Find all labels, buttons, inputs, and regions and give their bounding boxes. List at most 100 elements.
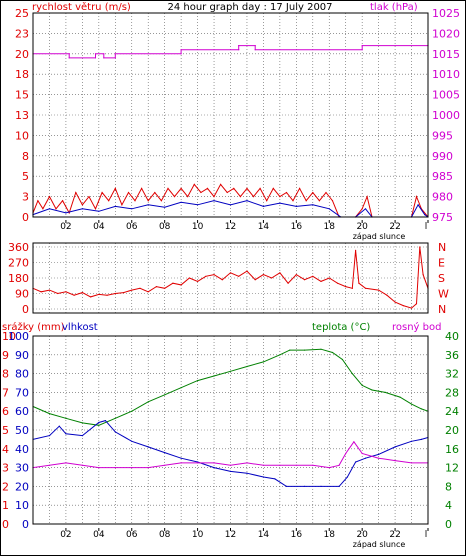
x-tick-label: 04: [93, 222, 105, 232]
series-wind-direction-point: [328, 277, 330, 279]
series-wind-direction-point: [312, 275, 314, 277]
series-wind-direction: [32, 246, 429, 309]
x-tick-label: 12: [225, 222, 236, 232]
x-tick-label: 18: [324, 222, 336, 232]
right-tick-label: 1020: [432, 27, 460, 40]
series-rychlost-v-tru---pr-m-r-point: [229, 204, 232, 206]
series-rychlost-v-tru--m-s--point: [101, 191, 103, 194]
left-tick-label: 8: [22, 150, 29, 163]
series-tlak--hpa--point: [254, 49, 256, 51]
series-wind-direction-point: [65, 291, 67, 293]
series-rychlost-v-tru---pr-m-r-point: [98, 210, 100, 212]
x-tick-label: 16: [291, 530, 303, 540]
series-tlak--hpa--point: [103, 57, 105, 59]
series-rychlost-v-tru--m-s--point: [55, 208, 57, 210]
direction-tick-label: 0: [22, 303, 29, 316]
series-rosn--bod-point: [328, 467, 330, 469]
series-tlak--hpa--point: [238, 49, 240, 51]
series-rychlost-v-tru--m-s-: [32, 183, 429, 218]
series-rosn--bod-point: [338, 464, 340, 466]
series-wind-direction-point: [345, 286, 347, 288]
temp-tick-label: 28: [445, 386, 459, 399]
humidity-label: vlhkost: [62, 322, 98, 333]
series-rychlost-v-tru--m-s--point: [154, 191, 156, 194]
series-rychlost-v-tru---pr-m-r-point: [131, 208, 133, 210]
series-teplota---c--point: [131, 410, 133, 412]
right-tick-label: 975: [432, 211, 453, 224]
left-tick-label: 13: [15, 109, 29, 122]
series-teplota---c--point: [262, 361, 264, 363]
series-rychlost-v-tru--m-s--point: [361, 208, 363, 210]
series-rychlost-v-tru--m-s--point: [200, 191, 202, 194]
series-wind-direction-point: [419, 246, 421, 248]
series-wind-direction-point: [262, 274, 264, 276]
series-rosn--bod-point: [147, 467, 149, 469]
series-rychlost-v-tru---pr-m-r-point: [213, 200, 215, 202]
series-rychlost-v-tru---pr-m-r-point: [48, 208, 51, 210]
left-tick-label: 0: [22, 211, 29, 224]
x-tick-label: l: [425, 222, 428, 232]
series-rychlost-v-tru--m-s--point: [292, 200, 294, 202]
temp-tick-label: 4: [445, 499, 452, 512]
series-vlhkost-point: [346, 476, 348, 478]
series-wind-direction-point: [205, 275, 207, 277]
panel-wind-pressure-left-ticks: 0 3 5 8 10 13 15 18 20 23 25: [15, 7, 29, 224]
series-vlhkost-point: [147, 446, 149, 448]
series-vlhkost-point: [131, 440, 133, 442]
series-wind-direction-point: [172, 282, 174, 284]
series-rychlost-v-tru---pr-m-r-point: [328, 208, 330, 210]
humidity-tick-label: 30: [15, 462, 29, 475]
series-wind-direction-point: [147, 291, 149, 293]
series-wind-direction-point: [386, 294, 388, 296]
series-rosn--bod-point: [164, 464, 166, 466]
x-tick-label: 22: [389, 530, 400, 540]
humidity-tick-label: 90: [15, 349, 29, 362]
series-wind-direction-point: [304, 279, 306, 281]
series-tlak--hpa--point: [103, 53, 105, 55]
series-vlhkost-point: [104, 420, 106, 422]
x-tick-label: 08: [159, 530, 171, 540]
direction-tick-label: 270: [8, 257, 29, 270]
series-teplota---c--point: [410, 403, 413, 405]
right-tick-label: 1000: [432, 109, 460, 122]
series-wind-direction-point: [213, 274, 215, 276]
series-wind-direction-point: [197, 280, 199, 282]
series-rychlost-v-tru--m-s--point: [259, 187, 261, 189]
series-teplota---c--point: [371, 389, 373, 391]
series-wind-direction-point: [336, 282, 339, 284]
temperature-label: teplota (°C): [312, 322, 370, 333]
series-rychlost-v-tru--m-s--point: [239, 196, 241, 198]
series-wind-direction-point: [355, 249, 357, 251]
series-wind-direction-point: [122, 292, 125, 294]
series-teplota---c--point: [304, 349, 306, 351]
series-rychlost-v-tru---pr-m-r-point: [417, 204, 419, 206]
series-vlhkost-point: [320, 485, 322, 487]
series-wind-direction-point: [402, 305, 404, 307]
right-tick-label: 980: [432, 191, 453, 204]
series-wind-direction-point: [155, 286, 157, 288]
series-teplota---c--point: [384, 391, 386, 393]
series-rychlost-v-tru--m-s--point: [75, 191, 77, 194]
series-rosn--bod-point: [81, 464, 83, 466]
right-tick-label: 1010: [432, 68, 460, 81]
series-rychlost-v-tru---pr-m-r-point: [197, 204, 199, 206]
right-tick-label: 985: [432, 170, 453, 183]
panel-wind-pressure-x-ticks: 02 04 06 08 10 12 14 16 18 20 22 l: [60, 220, 429, 232]
series-teplota---c--point: [48, 413, 51, 415]
series-wind-direction-point: [139, 287, 141, 289]
series-teplota---c--point: [331, 351, 334, 354]
series-rychlost-v-tru--m-s--point: [167, 187, 169, 189]
series-rychlost-v-tru--m-s--point: [193, 183, 195, 185]
right-tick-label: 995: [432, 129, 453, 142]
series-wind-direction-point: [415, 303, 418, 305]
series-wind-direction-point: [422, 274, 424, 276]
right-tick-label: 1015: [432, 48, 460, 61]
x-tick-label: 06: [126, 530, 138, 540]
series-rychlost-v-tru--m-s--point: [312, 191, 314, 194]
series-wind-direction-point: [378, 289, 380, 291]
series-tlak--hpa--point: [68, 57, 70, 59]
temp-tick-label: 32: [445, 368, 459, 381]
series-rosn--bod-point: [262, 464, 264, 466]
temp-tick-label: 40: [445, 330, 459, 343]
series-vlhkost-point: [98, 421, 100, 424]
